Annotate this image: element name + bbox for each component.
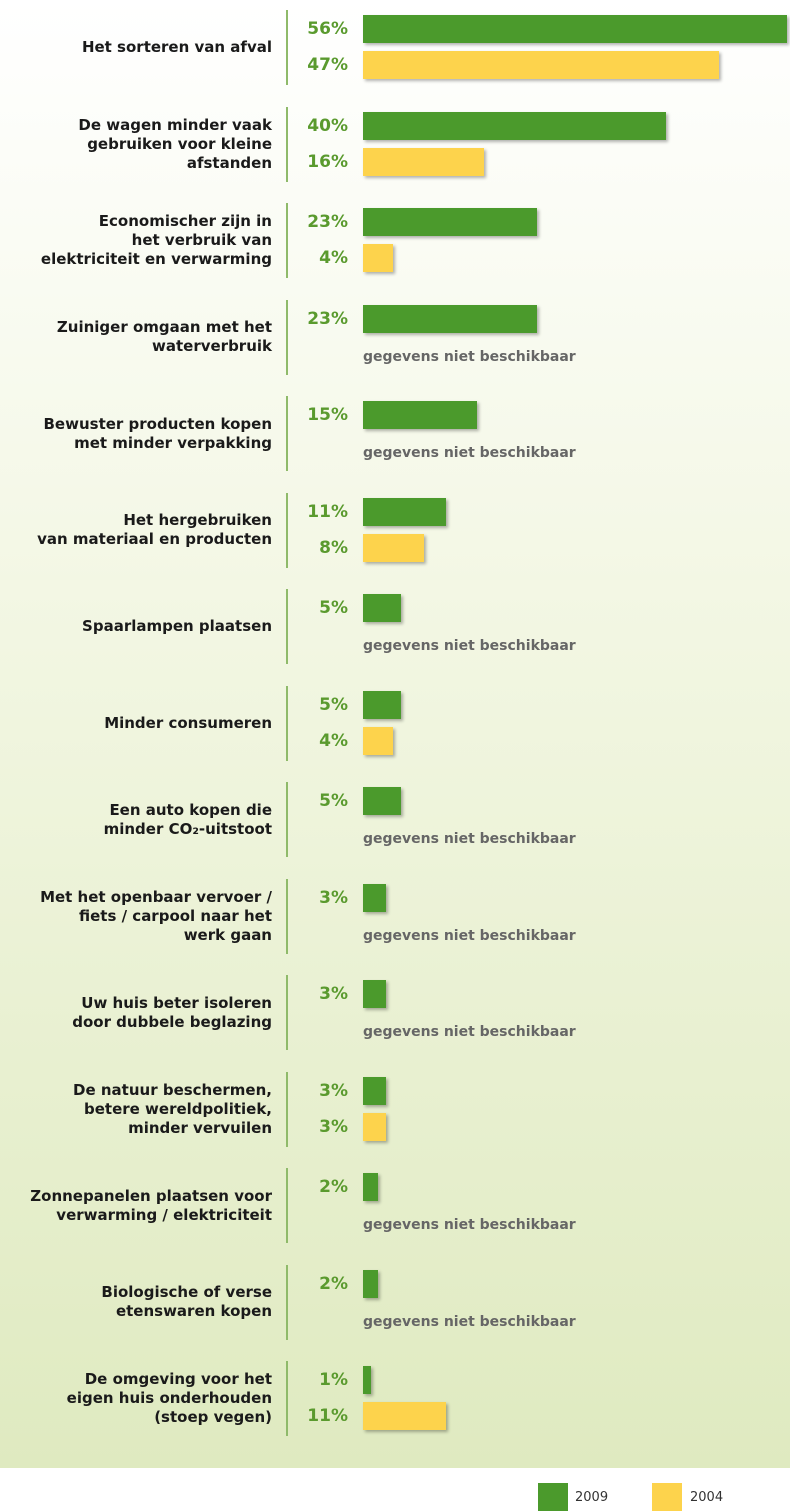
category-label: Economischer zijn in het verbruik van el…: [40, 212, 272, 268]
value-label: 8%: [319, 537, 348, 558]
category-label: De omgeving voor het eigen huis onderhou…: [66, 1370, 272, 1426]
bar: [363, 401, 477, 429]
divider: [286, 299, 288, 375]
category-label: De natuur beschermen, betere wereldpolit…: [73, 1080, 272, 1137]
value-label: 11%: [307, 1406, 348, 1426]
value-label: 2%: [319, 1273, 348, 1294]
value-label: 11%: [307, 501, 348, 522]
no-data-label: gegevens niet beschikbaar: [363, 1217, 576, 1233]
bar: [363, 147, 485, 176]
divider: [286, 878, 288, 954]
divider: [286, 1168, 288, 1243]
value-label: 5%: [319, 791, 348, 811]
bar: [363, 594, 401, 622]
bar: [363, 1269, 379, 1298]
category-label: De wagen minder vaak gebruiken voor klei…: [78, 115, 272, 172]
divider: [286, 203, 288, 278]
value-label: 16%: [307, 151, 348, 172]
value-label: 23%: [307, 212, 348, 232]
category-label: Uw huis beter isoleren door dubbele begl…: [72, 993, 272, 1031]
divider: [286, 975, 288, 1050]
divider: [286, 1361, 288, 1436]
legend-label: 2009: [575, 1490, 609, 1505]
bar: [363, 726, 394, 755]
value-label: 3%: [319, 1080, 348, 1101]
value-label: 23%: [307, 308, 348, 329]
background: [0, 0, 790, 1468]
bar: [363, 883, 386, 912]
bar: [363, 1076, 386, 1105]
category-label: Zonnepanelen plaatsen voor verwarming / …: [30, 1186, 272, 1224]
bar: [363, 497, 447, 526]
value-label: 4%: [319, 248, 348, 268]
no-data-label: gegevens niet beschikbaar: [363, 348, 576, 365]
bar: [363, 15, 787, 43]
no-data-label: gegevens niet beschikbaar: [363, 1024, 576, 1040]
value-label: 3%: [319, 887, 348, 908]
value-label: 5%: [319, 694, 348, 715]
bar: [363, 304, 538, 333]
no-data-label: gegevens niet beschikbaar: [363, 445, 576, 461]
divider: [286, 1264, 288, 1340]
category-label: Het hergebruiken van materiaal en produc…: [37, 511, 272, 548]
legend-label: 2004: [690, 1490, 724, 1505]
legend-swatch: [652, 1483, 682, 1511]
no-data-label: gegevens niet beschikbaar: [363, 831, 576, 847]
value-label: 3%: [319, 984, 348, 1004]
value-label: 15%: [307, 405, 348, 425]
value-label: 1%: [319, 1370, 348, 1390]
value-label: 4%: [319, 730, 348, 751]
bar: [363, 1366, 371, 1394]
divider: [286, 492, 288, 568]
category-label: Minder consumeren: [104, 713, 272, 732]
divider: [286, 589, 288, 664]
divider: [286, 1071, 288, 1147]
legend-swatch: [538, 1483, 568, 1511]
bar: [363, 1112, 386, 1141]
value-label: 56%: [307, 19, 348, 39]
bar: [363, 1173, 379, 1201]
category-label: Met het openbaar vervoer / fiets / carpo…: [40, 887, 272, 944]
bar: [363, 208, 538, 236]
no-data-label: gegevens niet beschikbaar: [363, 1313, 576, 1330]
no-data-label: gegevens niet beschikbaar: [363, 638, 576, 654]
value-label: 40%: [307, 115, 348, 136]
divider: [286, 10, 288, 85]
value-label: 5%: [319, 598, 348, 618]
divider: [286, 106, 288, 182]
value-label: 47%: [307, 55, 348, 75]
bar: [363, 51, 719, 79]
bar: [363, 690, 401, 719]
value-label: 2%: [319, 1177, 348, 1197]
category-label: Het sorteren van afval: [81, 38, 272, 56]
category-label: Spaarlampen plaatsen: [82, 617, 272, 635]
category-label: Bewuster producten kopen met minder verp…: [43, 414, 273, 452]
category-label: Zuiniger omgaan met het waterverbruik: [56, 318, 272, 355]
bar: [363, 533, 424, 562]
bar: [363, 244, 394, 272]
category-label: Een auto kopen die minder CO₂-uitstoot: [103, 800, 272, 838]
divider: [286, 782, 288, 857]
value-label: 3%: [319, 1116, 348, 1137]
no-data-label: gegevens niet beschikbaar: [363, 927, 576, 944]
category-label: Biologische of verse etenswaren kopen: [101, 1283, 272, 1320]
bar: [363, 980, 386, 1008]
bar: [363, 787, 401, 815]
bar: [363, 1402, 447, 1430]
bar: [363, 111, 666, 140]
divider: [286, 685, 288, 761]
divider: [286, 396, 288, 471]
